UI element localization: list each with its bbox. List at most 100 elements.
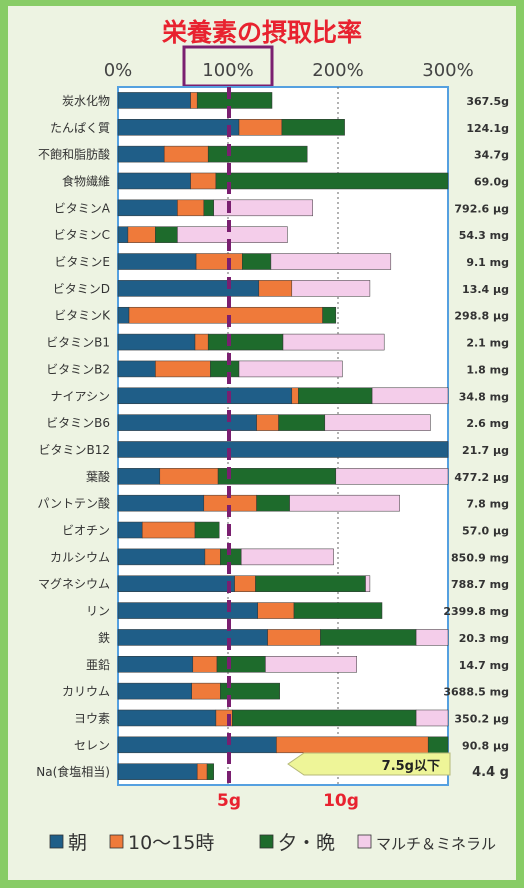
bar-segment (232, 709, 417, 727)
bar-segment (117, 333, 196, 351)
legend-swatch (259, 834, 274, 849)
category-label: ビタミンK (54, 309, 111, 323)
bar-segment (117, 119, 240, 136)
category-label: ビタミンC (54, 228, 110, 242)
sodium-scale-label-10g: 10g (323, 791, 359, 811)
total-label: 4.4 g (472, 765, 509, 780)
category-label: ビタミンA (54, 201, 111, 215)
bar-segment (371, 387, 449, 405)
legend-swatch (109, 834, 124, 849)
bar-segment (415, 629, 449, 646)
bar-segment (117, 414, 257, 431)
total-label: 20.3 mg (459, 632, 509, 645)
bar-segment (203, 199, 214, 217)
total-label: 34.8 mg (459, 390, 509, 403)
bar-segment (258, 280, 293, 297)
bar-segment (293, 602, 383, 619)
bar-segment (117, 253, 197, 270)
bar-segment (281, 119, 345, 136)
bar-segment (195, 253, 243, 270)
bar-segment (265, 656, 357, 673)
bar-segment (335, 468, 449, 485)
bar-segment (206, 763, 214, 780)
bar-segment (194, 333, 209, 351)
category-label: 不飽和脂肪酸 (38, 147, 110, 162)
bar-segment (242, 253, 272, 270)
category-label: ビタミンD (53, 282, 110, 296)
total-label: 850.9 mg (451, 551, 509, 564)
total-label: 477.2 μg (454, 471, 509, 484)
bar-segment (210, 360, 240, 378)
bar-segment (322, 306, 337, 324)
sodium-limit-note: 7.5g以下 (382, 759, 440, 774)
total-label: 7.8 mg (466, 498, 509, 511)
bar-segment (177, 226, 288, 243)
legend-label: 10〜15時 (128, 832, 214, 854)
bar-segment (117, 709, 217, 727)
category-label: リン (86, 604, 110, 618)
category-label: 鉄 (98, 630, 110, 645)
bar-segment (207, 145, 308, 163)
total-label: 792.6 μg (454, 202, 509, 215)
bar-segment (155, 360, 211, 378)
bar-segment (196, 92, 273, 109)
category-label: Na(食塩相当) (36, 764, 110, 779)
total-label: 1.8 mg (466, 363, 509, 376)
category-label: 食物繊維 (62, 173, 110, 188)
bar-segment (117, 280, 260, 297)
bar-segment (177, 199, 205, 217)
bar-segment (270, 253, 392, 270)
bar-segment (159, 468, 219, 485)
total-label: 2399.8 mg (443, 605, 509, 618)
bar-segment (117, 468, 161, 485)
category-label: カルシウム (50, 550, 110, 564)
bar-segment (117, 763, 198, 780)
category-label: ビタミンB2 (46, 362, 110, 376)
bar-segment (240, 548, 334, 566)
bar-segment (278, 414, 326, 431)
bar-segment (127, 226, 156, 243)
bar-segment (117, 494, 205, 512)
total-label: 350.2 μg (454, 712, 509, 725)
category-label: ビタミンB6 (46, 416, 110, 430)
bar-segment (128, 306, 323, 324)
category-label: ビタミンE (54, 255, 110, 269)
category-label: ビタミンB12 (38, 443, 110, 457)
bar-segment (238, 119, 283, 136)
category-label: ナイアシン (50, 389, 110, 403)
bar-segment (365, 575, 371, 592)
bar-segment (204, 548, 221, 566)
bar-segment (117, 521, 143, 539)
bar-segment (117, 226, 129, 243)
bar-segment (427, 736, 449, 754)
bar-segment (117, 199, 178, 217)
total-label: 54.3 mg (459, 229, 509, 242)
bar-segment (190, 92, 198, 109)
x-axis-ticks: 0% 100% 200% 300% (104, 60, 474, 81)
bar-segment (190, 172, 217, 190)
category-label: セレン (74, 738, 110, 752)
bar-rows: 炭水化物 367.5g たんぱく質 124.1g 不飽和脂肪酸 34.7g 食物繊維 69.0… (36, 92, 509, 780)
bar-segment (155, 226, 178, 243)
bar-segment (276, 736, 429, 754)
bar-segment (117, 441, 449, 458)
total-label: 3688.5 mg (443, 686, 509, 699)
bar-segment (117, 172, 191, 190)
sodium-limit-arrow (287, 752, 451, 776)
total-label: 34.7g (474, 149, 509, 162)
bar-segment (191, 682, 221, 700)
category-label: マグネシウム (38, 577, 110, 591)
category-label: パントテン酸 (37, 496, 110, 511)
legend-swatch (357, 834, 372, 849)
x-tick-label: 0% (104, 60, 133, 81)
bar-segment (256, 494, 290, 512)
bar-segment (298, 387, 373, 405)
bar-segment (255, 575, 366, 592)
total-label: 69.0g (474, 175, 509, 188)
bar-segment (213, 199, 313, 217)
bar-segment (324, 414, 431, 431)
bar-segment (117, 145, 165, 163)
bar-segment (238, 360, 343, 378)
bar-segment (117, 548, 206, 566)
bar-segment (215, 172, 449, 190)
